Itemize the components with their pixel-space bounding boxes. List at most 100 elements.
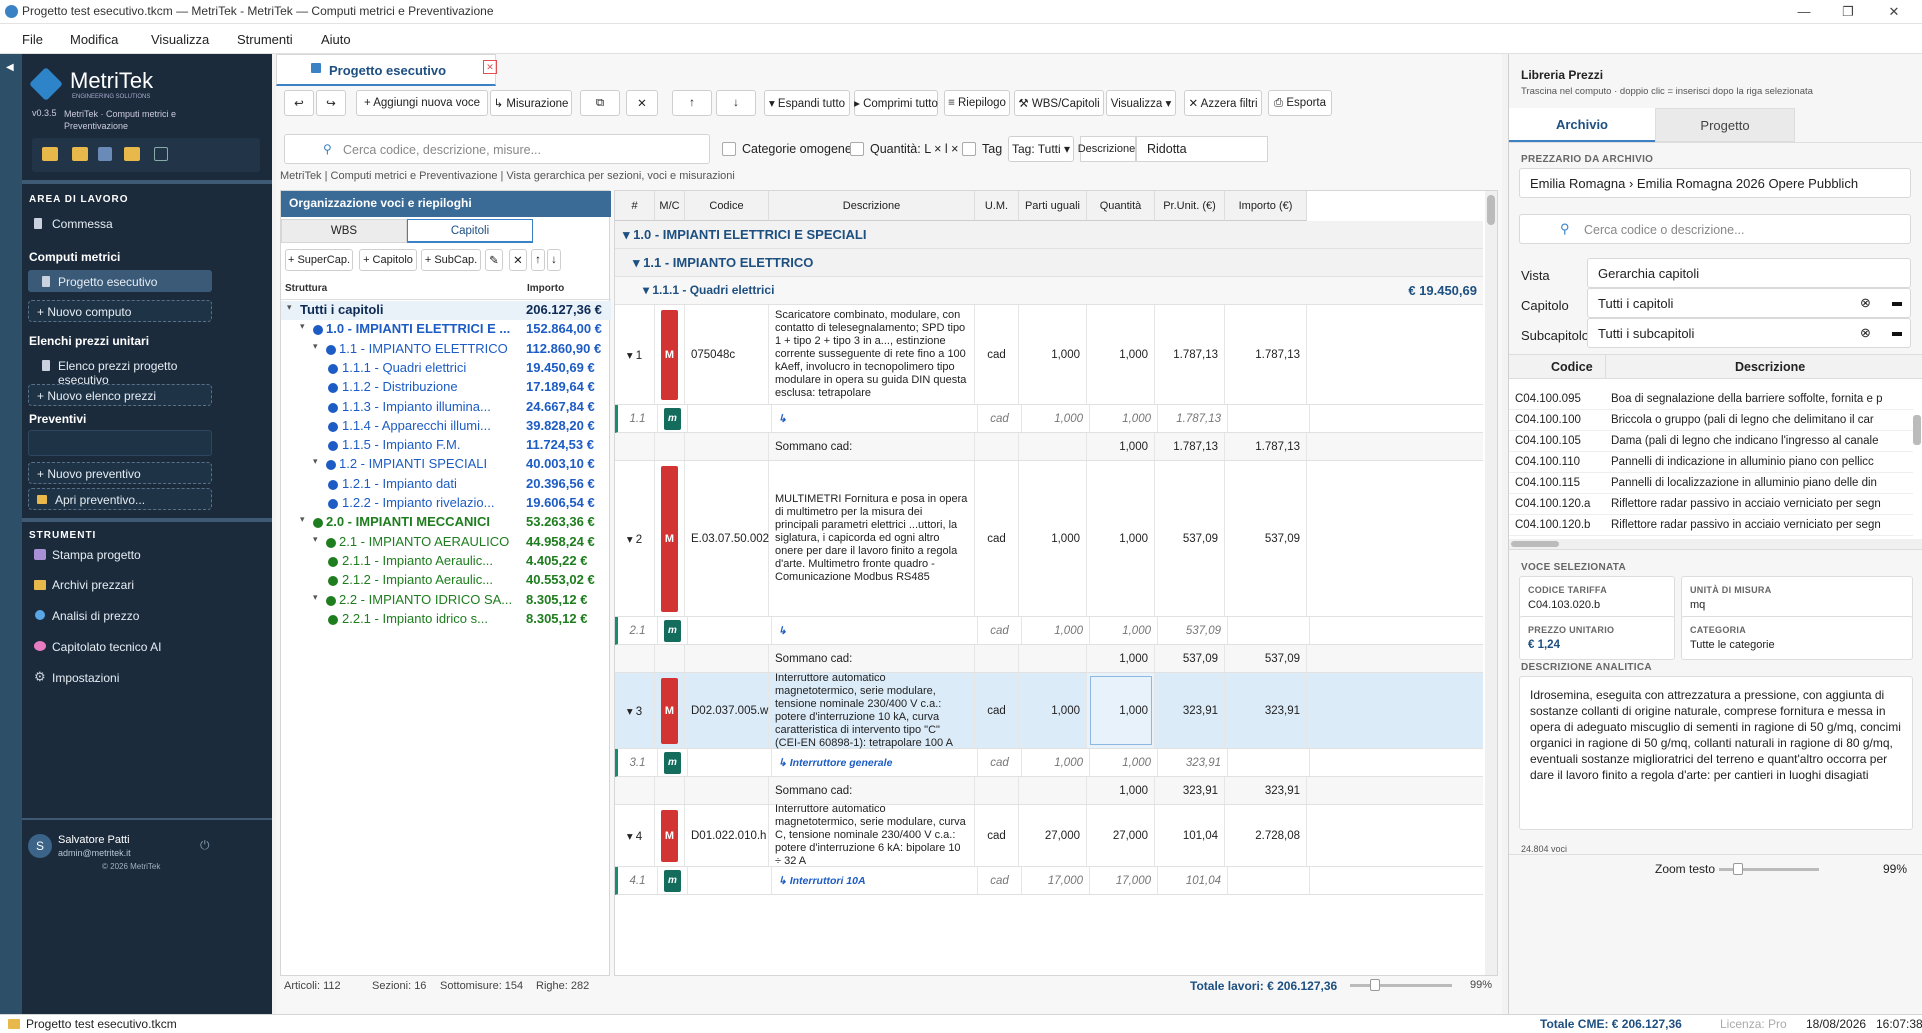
power-icon[interactable]: ⏻ (200, 838, 210, 852)
tree-row[interactable]: 1.1.5 - Impianto F.M. 11.724,53 € (281, 436, 611, 455)
voce-row[interactable]: ▾ 2 M E.03.07.50.002 MULTIMETRI Fornitura e… (615, 461, 1483, 617)
edit-icon[interactable]: ✎ (485, 249, 503, 271)
library-row[interactable]: C04.100.120.a Riflettore radar passivo in… (1509, 494, 1913, 515)
sidebar-item-commessa[interactable]: Commessa (52, 217, 113, 231)
close-tab-icon[interactable]: ✕ (483, 60, 497, 74)
grid-col-header[interactable]: U.M. (975, 191, 1019, 221)
save-icon[interactable] (98, 147, 112, 161)
misura-row[interactable]: 1.1 m ↳ cad 1,000 1,000 1.787,13 (615, 405, 1483, 433)
tree-row[interactable]: 2.2.1 - Impianto idrico s... 8.305,12 € (281, 610, 611, 629)
voce-row[interactable]: ▾ 4 M D01.022.010.h Interruttore automatico… (615, 803, 1483, 867)
voce-row[interactable]: ▾ 3 M D02.037.005.w Interruttore automatico… (615, 672, 1483, 749)
menu-visualizza[interactable]: Visualizza (151, 32, 210, 47)
collapse-arrow-icon[interactable]: ◀ (6, 62, 14, 73)
clear-icon[interactable]: ⊗ (1860, 295, 1871, 310)
menu-file[interactable]: File (22, 32, 43, 47)
tree-row[interactable]: ▾ 2.0 - IMPIANTI MECCANICI 53.263,36 € (281, 513, 611, 532)
tab-progetto-esecutivo[interactable]: Progetto esecutivo ✕ (276, 54, 497, 86)
section-row[interactable]: ▾ 1.1 - IMPIANTO ELETTRICO (615, 249, 1483, 277)
scrollbar-thumb[interactable] (1487, 195, 1495, 225)
tree-row[interactable]: 1.1.4 - Apparecchi illumi... 39.828,20 € (281, 417, 611, 436)
sidebar-item-elenco[interactable]: Elenco prezzi progetto esecutivo (28, 354, 212, 387)
library-row[interactable]: C04.100.110 Pannelli di indicazione in al… (1509, 452, 1913, 473)
undo-button[interactable]: ↩ (284, 90, 314, 116)
delete-button[interactable]: ✕ (626, 90, 658, 116)
new-preventivo-button[interactable]: + Nuovo preventivo (28, 462, 212, 484)
tree-row[interactable]: ▾ 2.1 - IMPIANTO AERAULICO 44.958,24 € (281, 533, 611, 552)
up-icon[interactable]: ↑ (531, 249, 545, 271)
grid-col-header[interactable]: M/C (655, 191, 685, 221)
chevron-down-icon[interactable]: ▾ (300, 514, 305, 525)
menu-strumenti[interactable]: Strumenti (237, 32, 293, 47)
menu-icon[interactable] (1892, 332, 1902, 336)
summary-button[interactable]: ≡ Riepilogo (944, 90, 1010, 116)
tree-row[interactable]: 1.1.2 - Distribuzione 17.189,64 € (281, 378, 611, 397)
tree-row[interactable]: 1.1.1 - Quadri elettrici 19.450,69 € (281, 359, 611, 378)
tree-row[interactable]: ▾ Tutti i capitoli 206.127,36 € (281, 301, 611, 320)
h-scrollbar-thumb[interactable] (1511, 541, 1559, 547)
library-search-input[interactable]: ⚲ Cerca codice o descrizione... (1519, 214, 1911, 244)
measure-button[interactable]: ↳ Misurazione (490, 90, 572, 116)
capitolo-select[interactable]: Tutti i capitoli ⊗ (1587, 288, 1911, 318)
expand-all-button[interactable]: ▾ Espandi tutto (764, 90, 850, 116)
desc-mode-select[interactable]: Ridotta (1136, 136, 1268, 162)
chevron-down-icon[interactable]: ▾ (287, 302, 292, 312)
add-voce-button[interactable]: + Aggiungi nuova voce (356, 90, 488, 116)
move-down-button[interactable]: ↓ (716, 90, 756, 116)
tag-select[interactable]: Tag: Tutti ▾ (1008, 136, 1074, 162)
library-row[interactable]: C04.100.105 Dama (pali di legno che indic… (1509, 431, 1913, 452)
tree-row[interactable]: 1.1.3 - Impianto illumina... 24.667,84 € (281, 398, 611, 417)
folder-export-icon[interactable] (124, 147, 140, 161)
menu-aiuto[interactable]: Aiuto (321, 32, 351, 47)
grid-col-header[interactable]: Quantità (1087, 191, 1155, 221)
add-supercap-button[interactable]: + SuperCap. (285, 249, 353, 271)
grid-scrollbar[interactable] (1485, 191, 1497, 975)
chevron-down-icon[interactable]: ▾ (300, 321, 305, 332)
ai-doc-icon[interactable] (154, 147, 168, 161)
grid-col-header[interactable]: Importo (€) (1225, 191, 1307, 221)
add-subcap-button[interactable]: + SubCap. (421, 249, 481, 271)
tree-row[interactable]: ▾ 1.0 - IMPIANTI ELETTRICI E ... 152.864,0… (281, 320, 611, 339)
subcapitolo-select[interactable]: Tutti i subcapitoli ⊗ (1587, 318, 1911, 348)
chevron-down-icon[interactable]: ▾ (313, 591, 318, 602)
tag-checkbox[interactable] (962, 142, 976, 156)
maximize-icon[interactable]: ❐ (1842, 4, 1854, 19)
wbs-button[interactable]: ⚒ WBS/Capitoli (1014, 90, 1104, 116)
tool-analisi[interactable]: Analisi di prezzo (52, 609, 140, 623)
grid-col-header[interactable]: Parti uguali (1019, 191, 1087, 221)
new-folder-icon[interactable] (42, 147, 58, 161)
library-row[interactable]: C04.100.120.b Riflettore radar passivo in… (1509, 515, 1913, 536)
tool-capitolato[interactable]: Capitolato tecnico AI (52, 640, 162, 654)
redo-button[interactable]: ↪ (316, 90, 346, 116)
tree-row[interactable]: ▾ 2.2 - IMPIANTO IDRICO SA... 8.305,12 € (281, 591, 611, 610)
tab-progetto[interactable]: Progetto (1655, 108, 1795, 142)
section-row[interactable]: ▾ 1.1.1 - Quadri elettrici € 19.450,69 (615, 277, 1483, 305)
misura-row[interactable]: 3.1 m ↳ Interruttore generale cad 1,000 1,000… (615, 749, 1483, 777)
misura-row[interactable]: 2.1 m ↳ cad 1,000 1,000 537,09 (615, 617, 1483, 645)
avatar[interactable]: S (28, 834, 52, 858)
close-icon[interactable]: ✕ (1888, 4, 1900, 19)
zoom-text-slider[interactable] (1719, 863, 1819, 875)
tree-row[interactable]: 1.2.1 - Impianto dati 20.396,56 € (281, 475, 611, 494)
qty-cell[interactable]: 1,000 (1119, 348, 1148, 361)
export-button[interactable]: ⎙ Esporta (1268, 90, 1332, 116)
sidebar-item-progetto-esecutivo[interactable]: Progetto esecutivo (28, 270, 212, 292)
tool-stampa[interactable]: Stampa progetto (52, 548, 141, 562)
tool-archivi[interactable]: Archivi prezzari (52, 578, 135, 592)
menu-modifica[interactable]: Modifica (70, 32, 119, 47)
tree-row[interactable]: 2.1.2 - Impianto Aeraulic... 40.553,02 € (281, 571, 611, 590)
clear-icon[interactable]: ⊗ (1860, 325, 1871, 340)
search-input[interactable]: ⚲ Cerca codice, descrizione, misure... (284, 134, 710, 164)
grid-col-header[interactable]: Descrizione (769, 191, 975, 221)
sidebar-collapse-strip[interactable]: ◀ (0, 54, 22, 1014)
down-icon[interactable]: ↓ (547, 249, 561, 271)
zoom-slider[interactable] (1350, 979, 1452, 991)
tab-archivio[interactable]: Archivio (1509, 108, 1655, 142)
library-row[interactable]: C04.100.095 Boa di segnalazione della bar… (1509, 389, 1913, 410)
voce-row[interactable]: ▾ 1 M 075048c Scaricatore combinato, modula… (615, 305, 1483, 405)
tab-wbs[interactable]: WBS (281, 219, 407, 243)
grid-col-header[interactable]: Pr.Unit. (€) (1155, 191, 1225, 221)
cat-checkbox[interactable] (722, 142, 736, 156)
collapse-all-button[interactable]: ▸ Comprimi tutto (854, 90, 938, 116)
qty-checkbox[interactable] (850, 142, 864, 156)
